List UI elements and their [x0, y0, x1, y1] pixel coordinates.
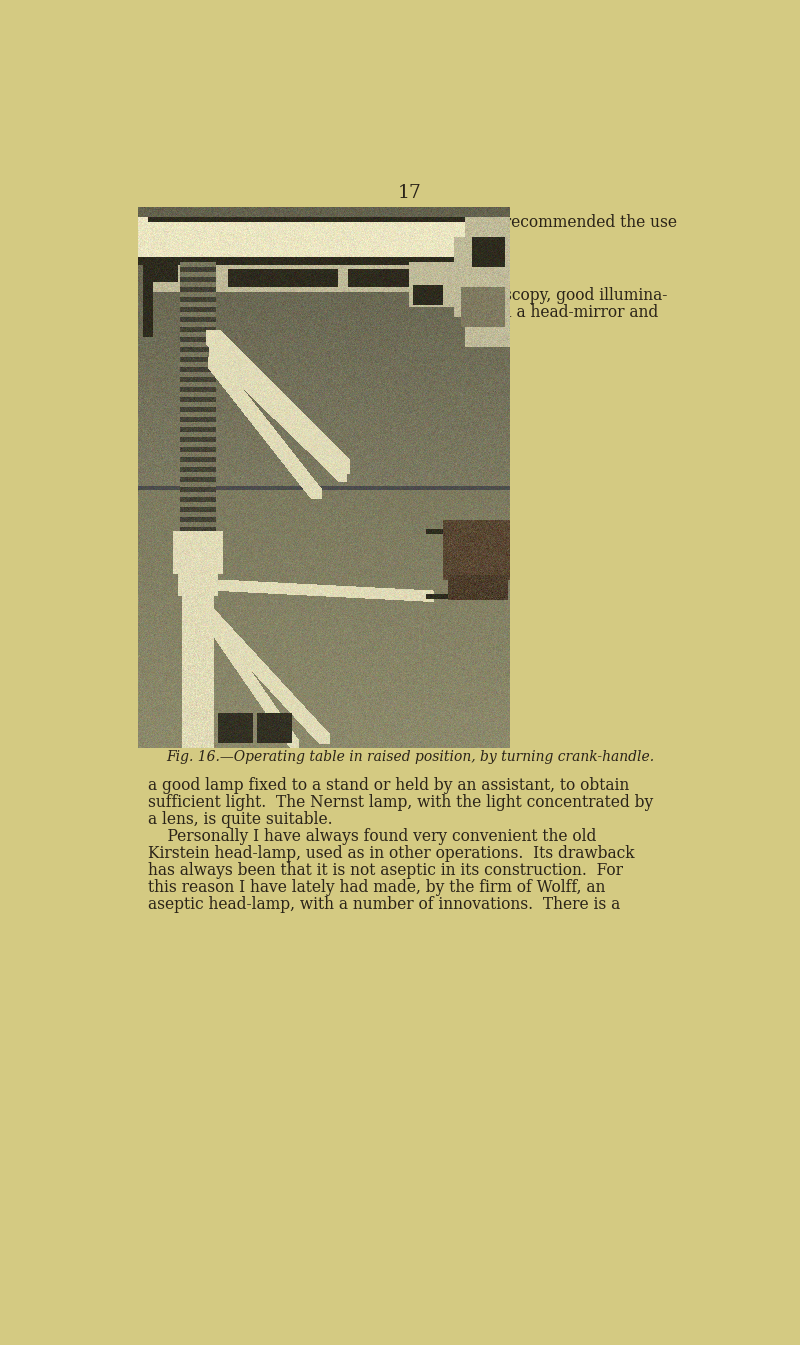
Text: Fig. 16.—Operating table in raised position, by turning crank-handle.: Fig. 16.—Operating table in raised posit…: [166, 751, 654, 764]
Text: aseptic head-lamp, with a number of innovations.  There is a: aseptic head-lamp, with a number of inno…: [148, 896, 620, 913]
Text: controlling tonsil bleeding.   Blumenfeld first recommended the use: controlling tonsil bleeding. Blumenfeld …: [148, 214, 677, 231]
Text: a lens, is quite suitable.: a lens, is quite suitable.: [148, 811, 333, 829]
Text: Personally I have always found very convenient the old: Personally I have always found very conv…: [148, 829, 597, 845]
Text: III. Illumination.: III. Illumination.: [338, 261, 482, 278]
Text: sufficient light.  The Nernst lamp, with the light concentrated by: sufficient light. The Nernst lamp, with …: [148, 795, 654, 811]
Text: 17: 17: [398, 184, 422, 203]
Text: Kirstein head-lamp, used as in other operations.  Its drawback: Kirstein head-lamp, used as in other ope…: [148, 845, 634, 862]
Text: In using instruments in suspension laryngoscopy, good illumina-: In using instruments in suspension laryn…: [148, 286, 667, 304]
Text: a good lamp fixed to a stand or held by an assistant, to obtain: a good lamp fixed to a stand or held by …: [148, 777, 630, 795]
Text: of such clips in the larynx.: of such clips in the larynx.: [148, 233, 354, 249]
Text: has always been that it is not aseptic in its construction.  For: has always been that it is not aseptic i…: [148, 862, 623, 880]
Text: tion is, of course, required.  It is possible, with a head-mirror and: tion is, of course, required. It is poss…: [148, 304, 658, 321]
Text: this reason I have lately had made, by the firm of Wolff, an: this reason I have lately had made, by t…: [148, 880, 606, 896]
